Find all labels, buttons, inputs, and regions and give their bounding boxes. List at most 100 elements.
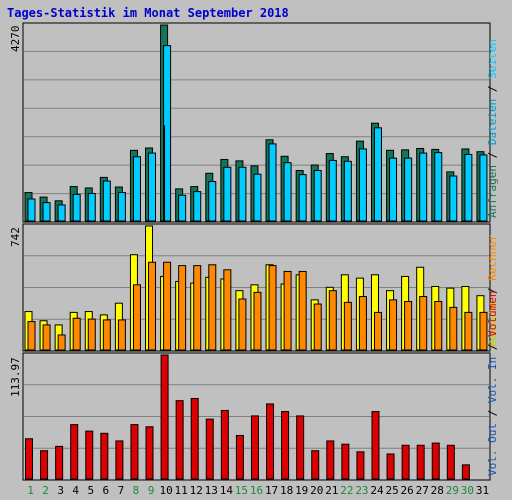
x-tick-label: 25 <box>385 484 398 497</box>
bar-dateien <box>27 198 36 222</box>
x-tick-label: 1 <box>27 484 34 497</box>
bar-dateien <box>328 159 337 222</box>
bar-dateien <box>193 191 202 222</box>
x-tick-label: 10 <box>159 484 172 497</box>
legend-separator: / <box>486 403 499 423</box>
bar-dateien <box>117 192 126 222</box>
bar-volumen <box>40 450 49 480</box>
x-tick-label: 19 <box>295 484 308 497</box>
x-tick-label: 27 <box>416 484 429 497</box>
x-tick-label: 11 <box>175 484 188 497</box>
bar-dateien <box>389 157 398 222</box>
bar-volumen <box>220 409 229 480</box>
bar-volumen <box>55 445 64 480</box>
bar-dateien <box>313 170 322 222</box>
x-tick-label: 22 <box>340 484 353 497</box>
x-tick-label: 9 <box>148 484 155 497</box>
bar-rechner <box>193 265 202 351</box>
x-tick-label: 21 <box>325 484 338 497</box>
x-tick-label: 20 <box>310 484 323 497</box>
x-tick-label: 16 <box>250 484 263 497</box>
bar-volumen <box>386 453 395 480</box>
bar-dateien <box>148 152 157 222</box>
bar-dateien <box>404 157 413 222</box>
bar-dateien <box>464 153 473 222</box>
bar-rechner <box>358 296 367 351</box>
bar-rechner <box>163 261 172 351</box>
bar-rechner <box>328 290 337 351</box>
bar-dateien <box>42 202 51 222</box>
bar-volumen <box>431 442 440 480</box>
bar-dateien <box>57 204 66 222</box>
bar-rechner <box>434 301 443 351</box>
bar-dateien <box>358 148 367 222</box>
x-tick-label: 24 <box>370 484 384 497</box>
legend-entry: Anfragen <box>486 165 499 218</box>
bar-dateien <box>449 175 458 222</box>
x-tick-label: 17 <box>265 484 278 497</box>
panel-2-max-label: 742 <box>9 227 22 247</box>
bar-volumen <box>401 444 410 480</box>
bar-rechner <box>57 334 66 351</box>
bar-volumen <box>356 451 365 480</box>
x-tick-label: 5 <box>87 484 94 497</box>
bar-volumen <box>130 424 139 480</box>
legend-separator: / <box>486 79 499 99</box>
bar-volumen <box>70 424 79 480</box>
x-tick-label: 23 <box>355 484 368 497</box>
panel-3-bars <box>25 354 470 480</box>
panel-1-max-label: 4270 <box>9 26 22 53</box>
bar-dateien <box>132 156 141 222</box>
bar-rechner <box>27 321 36 351</box>
panel-3-legend: Vol. Out / Vol. In / Volumen <box>486 291 499 476</box>
x-tick-label: 13 <box>205 484 218 497</box>
bar-seiten <box>163 125 166 222</box>
bar-rechner <box>253 291 262 351</box>
bar-rechner <box>404 301 413 351</box>
x-tick-label: 2 <box>42 484 49 497</box>
bar-dateien <box>72 193 81 222</box>
legend-entry: Vol. In <box>486 357 499 403</box>
legend-separator: / <box>486 145 499 165</box>
panel-3-max-label: 113.97 <box>9 357 22 397</box>
panel-2-bars <box>24 225 488 351</box>
x-tick-label: 7 <box>118 484 125 497</box>
x-tick-label: 14 <box>220 484 234 497</box>
x-tick-label: 26 <box>401 484 414 497</box>
legend-entry: Rechner <box>486 234 499 281</box>
legend-entry: Seiten <box>486 39 499 79</box>
bar-dateien <box>253 173 262 222</box>
x-tick-label: 12 <box>190 484 203 497</box>
legend-separator: / <box>486 337 499 357</box>
legend-entry: Volumen <box>486 291 499 337</box>
x-tick-label: 4 <box>72 484 79 497</box>
bar-dateien <box>102 180 111 222</box>
x-axis-day-labels: 1 2 3 4 5 6 7 8 9 10 11 12 13 14 15 16 17 18 19 20 21 22 23 24 2… <box>27 484 489 497</box>
bar-dateien <box>283 162 292 222</box>
panel-volumen <box>22 352 491 481</box>
bar-dateien <box>343 160 352 222</box>
bar-volumen <box>100 432 109 480</box>
bar-volumen <box>175 400 184 480</box>
bar-volumen <box>235 434 244 480</box>
bar-rechner <box>238 298 247 351</box>
bar-volumen <box>296 415 305 480</box>
legend-entry: Dateien <box>486 99 499 145</box>
bar-dateien <box>373 127 382 222</box>
bar-volumen <box>160 354 169 480</box>
bar-volumen <box>341 443 350 480</box>
bar-dateien <box>419 152 428 222</box>
legend-separator: / <box>486 281 499 301</box>
bar-rechner <box>223 269 232 351</box>
x-tick-label: 15 <box>235 484 248 497</box>
bar-rechner <box>449 306 458 351</box>
panel-1-legend: Anfragen / Dateien / Seiten <box>486 39 499 218</box>
bar-rechner <box>178 265 187 351</box>
x-tick-label: 3 <box>57 484 64 497</box>
x-tick-label: 8 <box>133 484 140 497</box>
bar-rechner <box>343 301 352 351</box>
bar-volumen <box>461 464 470 480</box>
bar-rechner <box>208 264 217 351</box>
x-tick-label: 18 <box>280 484 293 497</box>
